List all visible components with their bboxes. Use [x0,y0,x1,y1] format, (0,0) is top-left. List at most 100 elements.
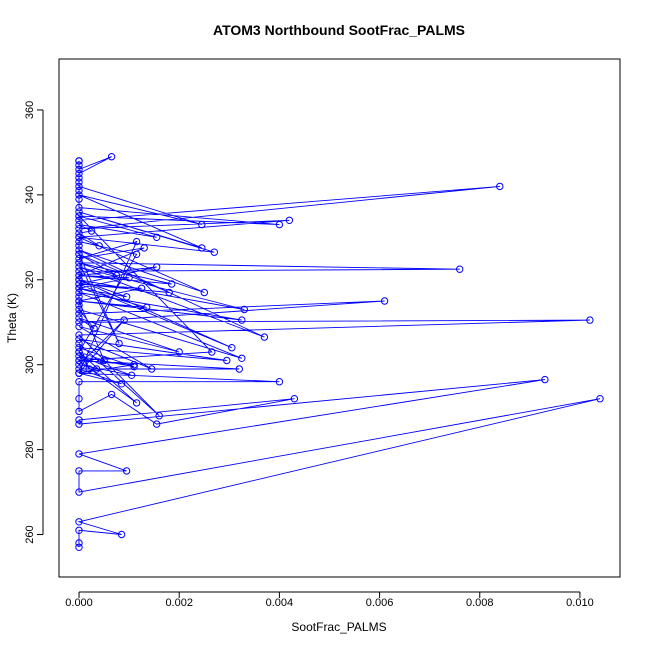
data-point [75,280,83,288]
series-line [77,156,601,548]
data-point [107,153,116,161]
data-point [210,248,219,256]
data-point [168,280,176,288]
data-point [285,216,294,225]
data-point [75,305,83,314]
data-point [75,297,83,305]
data-point [198,244,206,252]
data-point [75,369,83,377]
data-point [75,212,83,220]
y-tick-label: 300 [24,356,36,374]
x-tick-label: 0.004 [266,597,294,609]
data-point [275,220,284,229]
data-point [75,225,83,233]
data-point [117,380,126,388]
y-tick-label: 280 [24,440,36,458]
data-point [596,395,604,403]
x-axis: 0.000 0.002 0.004 0.006 0.008 0.010 [65,591,594,609]
data-point [75,208,83,216]
data-point [75,165,83,174]
data-point [153,233,161,242]
data-point [75,407,83,416]
y-axis-label: Theta (K) [5,293,19,343]
data-point [107,390,116,399]
data-point [112,271,121,280]
data-point [115,339,123,348]
data-point [75,331,83,339]
data-point [153,263,161,271]
data-point [100,356,108,365]
y-axis: 260 280 300 320 340 360 [24,101,44,544]
y-tick-label: 260 [24,525,36,543]
data-point [496,182,504,191]
data-point [75,220,83,229]
data-point [75,157,83,165]
data-point [143,303,151,312]
data-point [75,526,83,534]
data-point [75,365,83,373]
data-point [75,488,83,496]
data-point [75,186,83,195]
data-point [380,297,389,305]
data-point [75,335,83,343]
data-point [75,420,83,428]
data-point [75,203,83,212]
data-point [75,518,83,526]
data-point [132,399,141,407]
data-point [125,274,133,282]
data-point [541,375,549,384]
data-point [75,543,83,551]
data-point [75,395,83,403]
data-point [75,178,83,186]
data-point [75,229,83,237]
data-point [75,310,83,318]
data-point [238,354,246,362]
data-point [132,250,141,259]
plot-frame [58,58,621,578]
x-tick-label: 0.006 [366,597,394,609]
data-point [75,288,83,297]
data-point [120,316,128,324]
data-point [148,365,156,373]
data-point [75,378,83,386]
data-point [92,365,101,373]
x-tick-label: 0.008 [466,597,494,609]
data-point [75,416,83,424]
data-point [117,530,126,539]
data-point [75,348,83,356]
data-point [275,378,284,386]
data-point [75,301,83,309]
data-point [130,363,138,371]
data-point [75,450,83,458]
series-layer [75,153,604,551]
data-point [200,288,209,297]
data-point [260,333,269,341]
data-point [75,259,83,267]
data-point [122,293,131,301]
x-tick-label: 0.010 [566,597,594,609]
data-point [75,191,83,199]
data-point [290,395,299,403]
data-point [240,305,249,314]
data-point [75,195,83,203]
data-point [75,233,83,242]
data-point [75,339,83,348]
data-point [75,237,83,246]
data-point [122,467,131,475]
data-point [87,227,96,235]
data-point [165,288,173,297]
data-point [75,246,83,254]
data-point [198,220,206,229]
data-point [75,174,83,182]
data-point [75,322,83,331]
data-point [75,293,83,301]
y-tick-label: 340 [24,186,36,204]
data-point [127,371,136,379]
data-point [235,365,244,373]
data-point [137,284,146,292]
data-point [90,324,98,333]
data-point [75,314,83,322]
x-tick-label: 0.002 [165,597,193,609]
data-point [75,361,83,369]
